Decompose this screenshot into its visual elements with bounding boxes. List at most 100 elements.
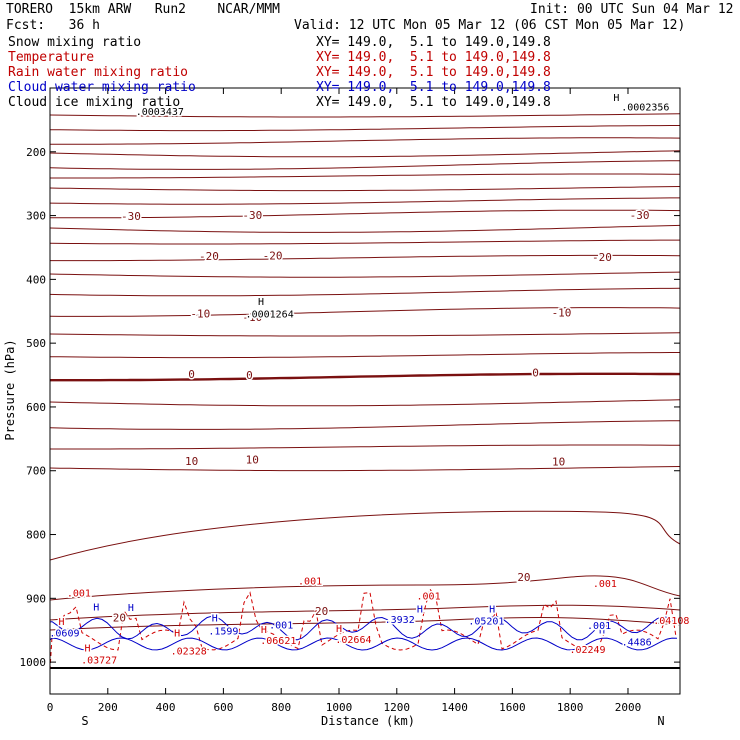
x-tick-label: 400 — [156, 701, 176, 714]
temperature-contour-label: -10 — [190, 308, 210, 321]
x-tick-label: 800 — [271, 701, 291, 714]
isotherm-line — [50, 467, 680, 471]
temperature-contour-label: 20 — [517, 571, 530, 584]
isotherm-line — [50, 255, 680, 260]
legend-xy: XY= 149.0, 5.1 to 149.0,149.8 — [316, 36, 551, 50]
cloud-water-contour-label: .05201 — [468, 616, 504, 627]
x-tick-label: 1800 — [557, 701, 584, 714]
y-tick-label: 600 — [26, 401, 46, 414]
temperature-contour-label: -30 — [242, 209, 262, 222]
cloud-water-contour-label: .4486 — [622, 638, 652, 649]
rain-contour-label: H — [59, 617, 65, 628]
y-tick-label: 800 — [26, 529, 46, 542]
temperature-contour-label: 20 — [315, 605, 328, 618]
isotherm-line — [50, 576, 680, 600]
temperature-contour-label: -10 — [552, 306, 572, 319]
isotherm-line — [50, 445, 680, 449]
cloud-water-contour-label: .1599 — [208, 627, 238, 638]
x-tick-label: 2000 — [615, 701, 642, 714]
y-tick-label: 700 — [26, 465, 46, 478]
cloud-ice-contour-label: H — [258, 297, 264, 308]
temperature-contour-label: -30 — [630, 209, 650, 222]
temperature-contour-label: -20 — [199, 250, 219, 263]
y-tick-label: 200 — [26, 146, 46, 159]
y-tick-label: 900 — [26, 592, 46, 605]
cross-section-chart: -30 -30 -30-20 -20 -20-10 -10 -100 0 010 10 102020… — [0, 0, 740, 740]
rain-contour-label: H — [174, 629, 180, 640]
cloud-water-contour-label: .0609 — [49, 629, 79, 640]
isotherm-line — [50, 187, 680, 191]
legend-xy: XY= 149.0, 5.1 to 149.0,149.8 — [316, 96, 551, 110]
x-tick-label: 1400 — [441, 701, 468, 714]
y-axis-label: Pressure (hPa) — [3, 339, 17, 440]
plot-frame — [50, 88, 680, 694]
cloud-water-contour-label: .001 — [587, 621, 611, 632]
x-axis-label: Distance (km) — [321, 714, 415, 728]
legend-xy: XY= 149.0, 5.1 to 149.0,149.8 — [316, 66, 551, 80]
x-tick-label: 600 — [213, 701, 233, 714]
rain-contour-label: .02664 — [335, 635, 371, 646]
rain-contour-label: H — [85, 643, 91, 654]
isotherm-line — [50, 353, 680, 358]
rain-contour-label: .001 — [417, 592, 441, 603]
temperature-contour-label: -20 — [263, 250, 283, 263]
legend-label: Snow mixing ratio — [8, 36, 141, 50]
rain-contour-label: .02328 — [171, 646, 207, 657]
rain-contour-label: .06621 — [260, 636, 296, 647]
isotherm-line — [50, 240, 680, 244]
legend-label: Rain water mixing ratio — [8, 66, 188, 80]
y-tick-label: 1000 — [20, 656, 47, 669]
x-tick-label: 1000 — [326, 701, 353, 714]
isotherm-line — [50, 605, 680, 620]
y-tick-label: 300 — [26, 210, 46, 223]
rain-contour-label: .001 — [67, 588, 91, 599]
isotherm-line — [50, 421, 680, 430]
legend-xy: XY= 149.0, 5.1 to 149.0,149.8 — [316, 51, 551, 65]
rain-contour-label: .04108 — [653, 616, 689, 627]
isotherm-line — [50, 225, 680, 232]
x-tick-label: 1600 — [499, 701, 526, 714]
rain-contour-label: .001 — [298, 576, 322, 587]
rain-contour-label: .03727 — [81, 655, 117, 666]
isotherm-line — [50, 400, 680, 406]
rain-contour-label: H — [336, 624, 342, 635]
temperature-contour-label: 20 — [113, 611, 126, 624]
x-tick-label: 0 — [47, 701, 54, 714]
isotherm-line — [50, 210, 680, 218]
cloud-water-contour-label: H — [212, 613, 218, 624]
north-end-label: N — [657, 714, 664, 728]
isotherm-line — [50, 174, 680, 178]
isotherm-line — [50, 511, 680, 560]
x-tick-label: 200 — [98, 701, 118, 714]
cloud-ice-contour-label: .0001264 — [246, 310, 294, 321]
isotherm-line — [50, 138, 680, 144]
cloud-water-contour-label: H — [489, 604, 495, 615]
temperature-contour-label: 0 — [532, 366, 539, 379]
x-tick-label: 1200 — [384, 701, 411, 714]
rain-contour-label: H — [261, 625, 267, 636]
cloud-water-contour-label: H — [93, 602, 99, 613]
y-tick-label: 400 — [26, 273, 46, 286]
legend-label: Cloud water mixing ratio — [8, 81, 196, 95]
isotherm-line — [50, 618, 680, 630]
isotherm-line — [50, 272, 680, 277]
forecast-hour: Fcst: 36 h — [6, 19, 100, 33]
cloud-water-contour-label: H — [417, 604, 423, 615]
isotherm-line — [50, 151, 680, 157]
cloud-water-contour-label: .001 — [269, 620, 293, 631]
south-end-label: S — [81, 714, 88, 728]
temperature-contour-label: 0 — [246, 369, 253, 382]
isotherm-line — [50, 288, 680, 296]
rain-contour-label: .001 — [593, 579, 617, 590]
rain-contour-label: .02249 — [569, 645, 605, 656]
temperature-contour-label: 0 — [188, 368, 195, 381]
cloud-water-contour-label: .3932 — [385, 615, 415, 626]
cloud-ice-contour-label: .0002356 — [621, 102, 669, 113]
temperature-contour-label: 10 — [552, 456, 565, 469]
model-title: TORERO 15km ARW Run2 NCAR/MMM — [6, 3, 280, 17]
init-time: Init: 00 UTC Sun 04 Mar 12 — [530, 3, 734, 17]
isotherm-line — [50, 161, 680, 170]
isotherm-line — [50, 308, 680, 317]
cloud-ice-contour-label: H — [613, 93, 619, 104]
y-tick-label: 500 — [26, 337, 46, 350]
